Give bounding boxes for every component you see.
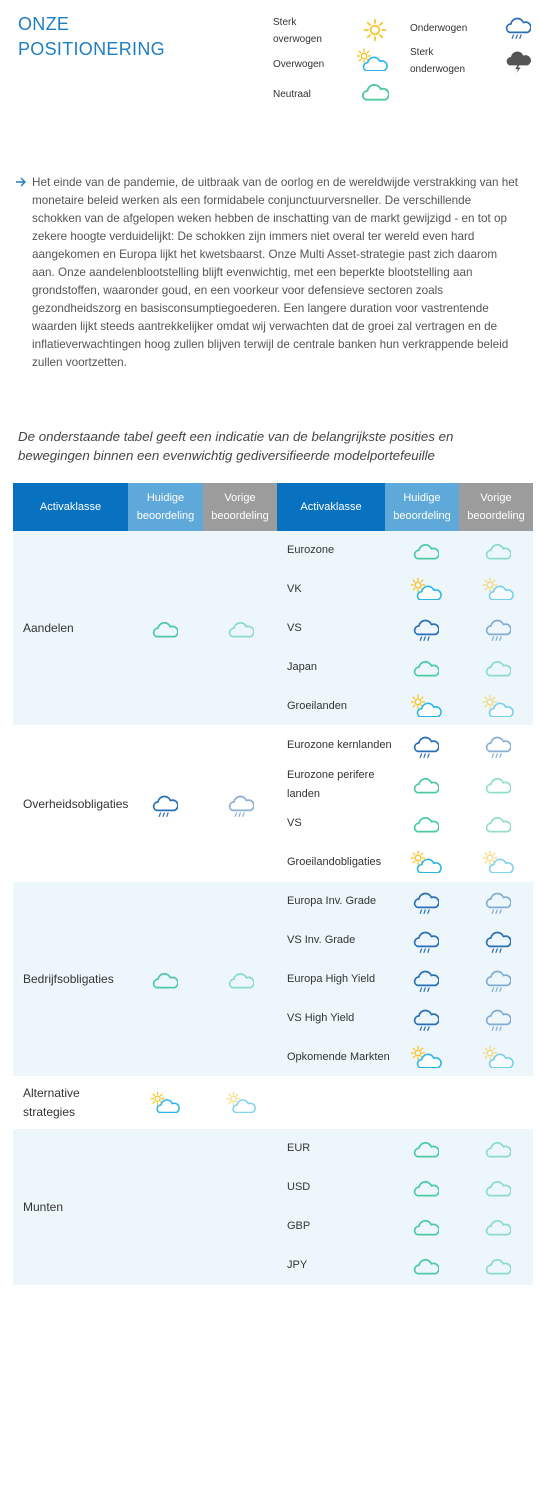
sun-cloud-icon [482,1045,514,1073]
cloud-icon [413,657,440,683]
table-row-label: VS High Yield [287,1012,355,1024]
table-row-label: USD [287,1181,311,1193]
rain-icon [485,930,512,959]
sun-cloud-icon [410,577,442,605]
table-group [13,726,533,882]
table-row-label: EUR [287,1142,311,1154]
table-row-label: Europa High Yield [287,973,376,985]
group-divider [13,881,533,882]
cloud-icon [485,1255,512,1281]
header-activaklasse-right: Activaklasse [277,483,385,531]
header-current-left: Huidige beoordeling [128,483,203,531]
header-previous-right: Vorige beoordeling [459,483,533,531]
table-row-label: GBP [287,1220,311,1232]
sun-cloud-icon [150,1091,180,1118]
header-previous-left: Vorige beoordeling [203,483,277,531]
table-row-label: VK [287,583,302,595]
table-row-label: Japan [287,661,317,673]
rain-icon [413,891,440,920]
cloud-icon [413,1255,440,1281]
sun-cloud-icon [482,694,514,722]
table-row-label: Groeilanden [287,700,347,712]
cloud-icon [485,1138,512,1164]
header-current-right: Huidige beoordeling [385,483,459,531]
group-divider [13,1128,533,1129]
legend-label-overwogen: Overwogen [273,59,325,70]
rain-icon [228,794,255,823]
storm-icon [505,49,531,78]
cloud-icon [485,657,512,683]
positioning-paragraph: Het einde van de pandemie, de uitbraak v… [32,176,518,369]
rain-icon [485,618,512,647]
page-title: ONZE POSITIONERING [18,12,218,62]
cloud-icon [228,969,255,995]
cloud-icon [152,969,179,995]
sun-cloud-icon [226,1091,256,1118]
table-row-label: Eurozone perifere landen [287,768,375,800]
header-activaklasse-left: Activaklasse [13,483,128,531]
cloud-icon [485,774,512,800]
arrow-right-icon [16,177,26,187]
rain-icon [485,735,512,764]
sun-icon [362,17,388,48]
group-divider [13,1076,533,1077]
rain-icon [413,735,440,764]
table-row-label: JPY [287,1259,308,1271]
sun-cloud-icon [482,850,514,878]
legend-label-sterk-onderwogen: Sterk onderwogen [410,47,466,75]
table-row-label: Groeilandobligaties [287,856,382,868]
table-row-label: Europa Inv. Grade [287,895,377,907]
cloud-icon [485,540,512,566]
rain-icon [485,891,512,920]
table-row-label: VS [287,817,302,829]
legend-label-sterk-overwogen: Sterk overwogen [273,17,322,45]
legend-label-onderwogen: Onderwogen [410,23,468,34]
table-group [13,882,533,1077]
group-label: Overheidsobligaties [23,796,129,811]
sun-cloud-icon [482,577,514,605]
sun-cloud-icon [410,1045,442,1073]
table-group [13,1077,533,1129]
cloud-icon [413,1177,440,1203]
group-label: Aandelen [23,621,74,635]
group-label: Alternative strategies [23,1086,80,1119]
sun-cloud-icon [410,850,442,878]
group-label: Bedrijfsobligaties [23,972,114,986]
rain-icon [505,16,532,45]
sun-cloud-icon [410,694,442,722]
cloud-icon [485,1216,512,1242]
sun-cloud-icon [356,48,388,76]
cloud-icon [485,1177,512,1203]
rain-icon [485,969,512,998]
page-title-line-2: POSITIONERING [18,39,165,59]
cloud-icon [413,774,440,800]
table-intro: De onderstaande tabel geeft een indicati… [18,429,454,463]
rain-icon [413,930,440,959]
cloud-icon [228,618,255,644]
table-row-label: VS Inv. Grade [287,934,356,946]
legend-label-neutraal: Neutraal [273,89,311,100]
rain-icon [413,969,440,998]
table-group [13,531,533,726]
rain-icon [413,1008,440,1037]
group-label: Munten [23,1199,64,1214]
rain-icon [413,618,440,647]
table-row-label: Eurozone [287,544,335,556]
cloud-icon [485,813,512,839]
rain-icon [485,1008,512,1037]
group-divider [13,725,533,726]
cloud-icon [413,1138,440,1164]
cloud-icon [361,80,390,107]
page-title-line-1: ONZE [18,14,70,34]
table-row-label: VS [287,622,302,634]
table-row-label: Eurozone kernlanden [287,739,392,751]
cloud-icon [413,540,440,566]
cloud-icon [413,1216,440,1242]
cloud-icon [152,618,179,644]
table-group [13,1129,533,1285]
cloud-icon [413,813,440,839]
rain-icon [152,794,179,823]
table-row-label: Opkomende Markten [287,1051,390,1063]
